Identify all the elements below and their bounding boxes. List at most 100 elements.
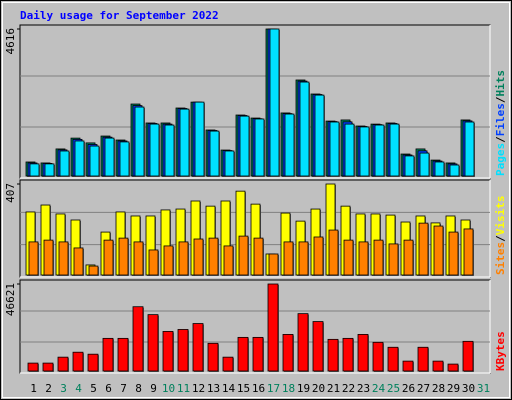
bar	[74, 140, 85, 177]
x-tick-label: 18	[282, 382, 295, 395]
bar	[359, 126, 370, 177]
bar	[297, 313, 309, 372]
bar	[387, 346, 399, 372]
bar	[253, 237, 264, 276]
bar	[163, 245, 174, 276]
bar	[462, 340, 474, 372]
bar	[134, 106, 145, 177]
bar	[179, 108, 190, 177]
bar	[239, 115, 250, 177]
legend: Pages/Files/Hits	[494, 70, 507, 176]
x-tick-label: 30	[462, 382, 475, 395]
bar	[177, 329, 189, 372]
bar	[298, 241, 309, 276]
bar	[224, 150, 235, 177]
legend-entry: Sites	[494, 242, 507, 275]
bar	[447, 363, 459, 372]
x-tick-label: 13	[207, 382, 220, 395]
x-tick-label: 4	[75, 382, 82, 395]
bar	[42, 362, 54, 372]
bar	[194, 101, 205, 177]
bar	[72, 351, 84, 372]
bar	[43, 239, 54, 276]
x-tick-label: 6	[105, 382, 112, 395]
bar	[269, 28, 280, 177]
bar	[103, 239, 114, 276]
x-tick-label: 3	[60, 382, 67, 395]
bar	[402, 360, 414, 372]
bar	[207, 342, 219, 372]
x-tick-label: 12	[192, 382, 205, 395]
bar	[432, 360, 444, 372]
bar	[238, 235, 249, 276]
x-tick-label: 23	[357, 382, 370, 395]
bar	[27, 362, 39, 372]
legend-entry: Hits	[494, 70, 507, 97]
x-tick-label: 26	[402, 382, 415, 395]
bar	[209, 130, 220, 177]
legend: Sites/Visits	[494, 196, 507, 276]
x-tick-label: 2	[45, 382, 52, 395]
bar	[117, 337, 129, 372]
bar	[164, 124, 175, 177]
bar	[147, 314, 159, 372]
x-tick-label: 11	[177, 382, 190, 395]
bar	[149, 123, 160, 177]
bar	[433, 225, 444, 276]
x-tick-label: 20	[312, 382, 325, 395]
bar	[314, 94, 325, 177]
x-tick-label: 22	[342, 382, 355, 395]
legend-entry: Files	[494, 103, 507, 136]
bar	[162, 331, 174, 372]
bar	[373, 239, 384, 276]
bar	[449, 164, 460, 177]
x-tick-label: 25	[387, 382, 400, 395]
bar	[59, 150, 70, 177]
bar	[388, 243, 399, 276]
bar	[29, 163, 40, 177]
legend-entry: Pages	[494, 143, 507, 176]
bar	[282, 334, 294, 372]
bar	[132, 306, 144, 372]
bar	[178, 241, 189, 276]
bar	[299, 81, 310, 177]
x-tick-label: 8	[135, 382, 142, 395]
bar	[237, 336, 249, 372]
legend: KBytes	[494, 331, 507, 371]
bar	[89, 145, 100, 177]
x-tick-label: 21	[327, 382, 340, 395]
x-tick-label: 28	[432, 382, 445, 395]
legend-separator: /	[494, 235, 507, 242]
bar	[254, 118, 265, 177]
x-tick-label: 7	[120, 382, 127, 395]
x-tick-label: 17	[267, 382, 280, 395]
legend-separator: /	[494, 136, 507, 143]
bar	[404, 155, 415, 177]
x-tick-label: 1	[30, 382, 37, 395]
bar	[73, 247, 84, 276]
bar	[344, 123, 355, 177]
bar	[268, 253, 279, 276]
x-tick-label: 14	[222, 382, 236, 395]
bar	[372, 341, 384, 372]
bar	[389, 123, 400, 177]
bar	[267, 283, 279, 372]
y-tick-label: 46621	[4, 283, 17, 316]
bar	[417, 346, 429, 372]
chart-title: Daily usage for September 2022	[20, 9, 219, 22]
bar	[284, 113, 295, 177]
bar	[28, 241, 39, 276]
bar	[44, 163, 55, 177]
bar	[192, 323, 204, 372]
y-tick-label: 407	[4, 183, 17, 203]
bar	[252, 336, 264, 372]
bar	[193, 238, 204, 276]
x-tick-label: 27	[417, 382, 430, 395]
bar	[343, 239, 354, 276]
x-tick-label: 5	[90, 382, 97, 395]
x-tick-label: 10	[162, 382, 175, 395]
bar	[313, 236, 324, 276]
bar	[223, 245, 234, 276]
x-tick-label: 24	[372, 382, 386, 395]
